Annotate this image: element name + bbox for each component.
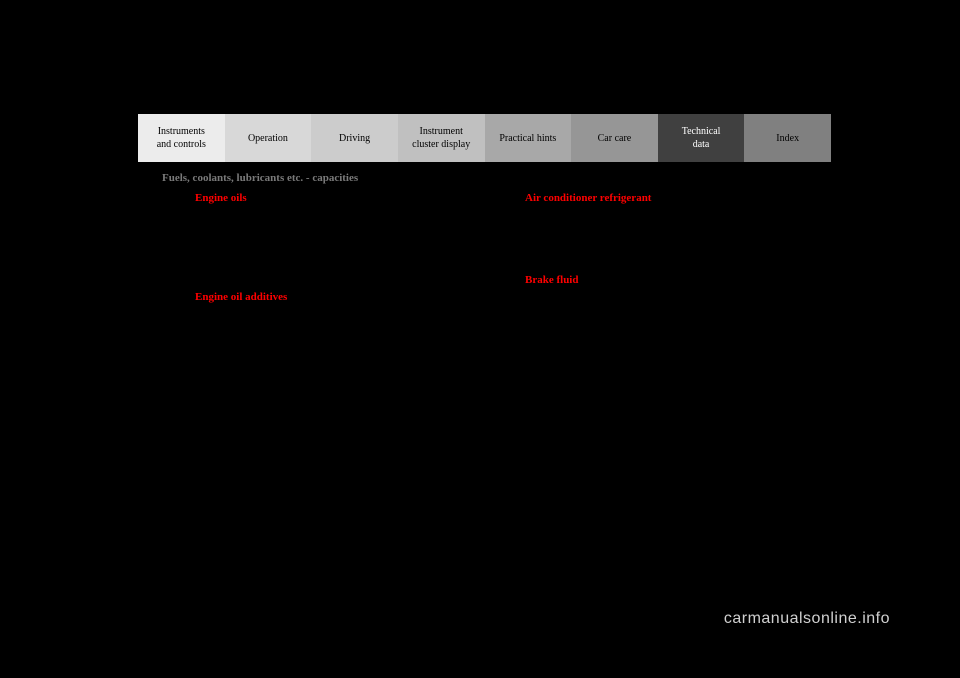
text-ac-refrigerant: R-134a (HFC) refrigerant and special PAG… [525, 211, 815, 261]
page-number: 360 [138, 75, 155, 87]
section-header: Fuels, coolants, lubricants etc. - capac… [162, 172, 358, 184]
content-area: Engine oils Engine oils are specifically… [195, 190, 815, 494]
text-engine-oil-additives: Do not blend oil additives with engine o… [195, 309, 485, 375]
heading-engine-oil-additives: Engine oil additives [195, 289, 485, 306]
right-column: Air conditioner refrigerant R-134a (HFC)… [525, 190, 815, 494]
heading-engine-oils: Engine oils [195, 190, 485, 207]
left-column: Engine oils Engine oils are specifically… [195, 190, 485, 494]
tab-operation[interactable]: Operation [225, 114, 312, 162]
nav-tabs: Instrumentsand controls Operation Drivin… [138, 114, 831, 162]
tab-technical-data[interactable]: Technicaldata [658, 114, 745, 162]
tab-instruments[interactable]: Instrumentsand controls [138, 114, 225, 162]
tab-practical-hints[interactable]: Practical hints [485, 114, 572, 162]
text-brake-fluid-2: The brake fluid must therefore be replac… [525, 387, 815, 420]
tab-driving[interactable]: Driving [311, 114, 398, 162]
heading-ac-refrigerant: Air conditioner refrigerant [525, 190, 815, 207]
text-brake-fluid-3: Only brake fluid approved by Mercedes-Be… [525, 432, 815, 482]
watermark: carmanualsonline.info [724, 610, 890, 628]
heading-brake-fluid: Brake fluid [525, 272, 815, 289]
text-brake-fluid-1: During vehicle operation, the boiling po… [525, 293, 815, 376]
tab-instrument-cluster[interactable]: Instrumentcluster display [398, 114, 485, 162]
text-engine-oils: Engine oils are specifically tested for … [195, 211, 485, 277]
tab-index[interactable]: Index [744, 114, 831, 162]
tab-car-care[interactable]: Car care [571, 114, 658, 162]
